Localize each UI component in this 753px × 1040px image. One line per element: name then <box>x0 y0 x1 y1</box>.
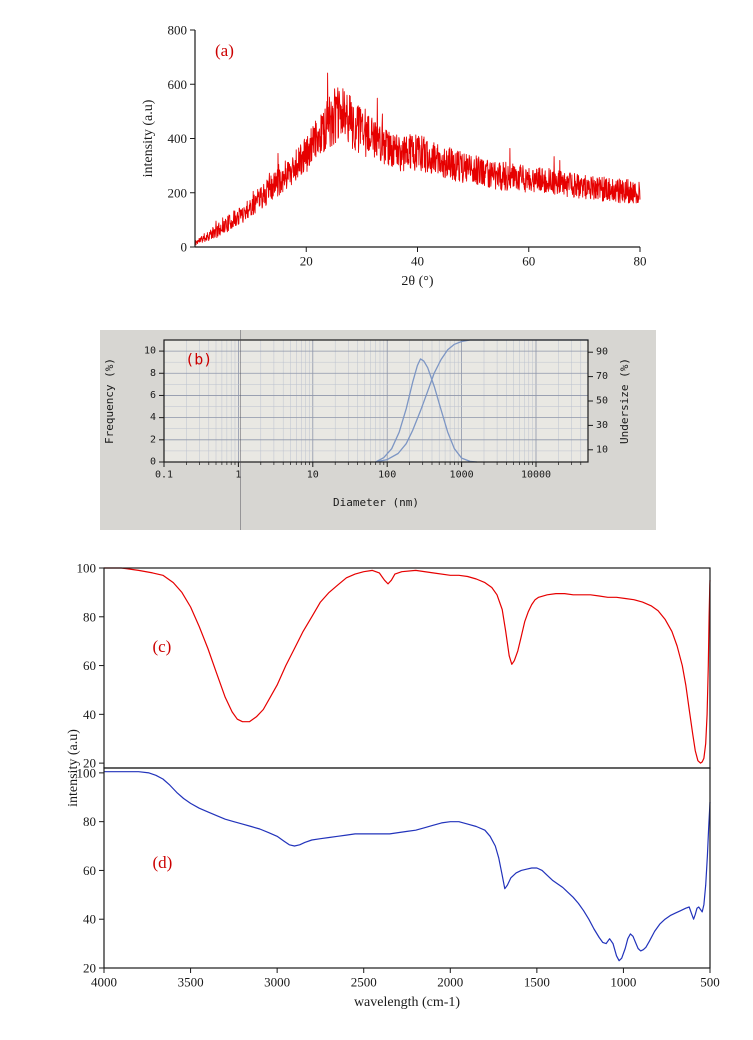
svg-text:1: 1 <box>235 469 241 480</box>
svg-text:10000: 10000 <box>521 469 551 480</box>
svg-text:4: 4 <box>150 412 156 423</box>
svg-text:2: 2 <box>150 434 156 445</box>
svg-text:0.1: 0.1 <box>155 469 173 480</box>
svg-text:40: 40 <box>83 912 96 927</box>
svg-text:3500: 3500 <box>178 975 204 990</box>
ftir-blue-panel: 4000 3500 3000 2500 2000 1500 1000 500 20 40 60 80 1… <box>58 765 730 1022</box>
svg-text:400: 400 <box>168 131 188 146</box>
xrd-panel: 20 40 60 80 0 200 400 600 800 2θ (°) intensity (a.… <box>135 12 655 308</box>
svg-text:70: 70 <box>596 371 608 382</box>
svg-text:10: 10 <box>144 346 156 357</box>
svg-text:2000: 2000 <box>437 975 463 990</box>
svg-text:Diameter (nm): Diameter (nm) <box>333 496 419 509</box>
svg-text:80: 80 <box>634 254 647 269</box>
svg-text:60: 60 <box>522 254 535 269</box>
ftir-red-chart: 20 40 60 80 100 (c) <box>77 561 711 771</box>
svg-text:(c): (c) <box>152 637 171 656</box>
svg-text:2500: 2500 <box>351 975 377 990</box>
svg-text:10: 10 <box>307 469 319 480</box>
svg-text:1500: 1500 <box>524 975 550 990</box>
svg-text:60: 60 <box>83 863 96 878</box>
svg-text:(d): (d) <box>152 853 172 872</box>
svg-text:20: 20 <box>83 756 96 771</box>
svg-text:Frequency (%): Frequency (%) <box>103 358 116 444</box>
svg-text:1000: 1000 <box>450 469 474 480</box>
svg-text:Undersize (%): Undersize (%) <box>618 358 631 444</box>
svg-text:60: 60 <box>83 658 96 673</box>
svg-text:wavelength (cm-1): wavelength (cm-1) <box>354 995 460 1010</box>
svg-text:6: 6 <box>150 390 156 401</box>
ftir-blue-chart: 4000 3500 3000 2500 2000 1500 1000 500 20 40 60 80 1… <box>77 765 720 1010</box>
svg-text:10: 10 <box>596 444 608 455</box>
svg-text:(a): (a) <box>215 41 234 60</box>
svg-text:1000: 1000 <box>610 975 636 990</box>
svg-text:90: 90 <box>596 347 608 358</box>
svg-text:100: 100 <box>77 561 97 576</box>
svg-text:50: 50 <box>596 396 608 407</box>
scan-fold-line <box>240 330 241 530</box>
svg-text:600: 600 <box>168 77 188 92</box>
svg-text:0: 0 <box>181 240 188 255</box>
svg-text:40: 40 <box>411 254 424 269</box>
svg-text:100: 100 <box>77 765 97 780</box>
svg-text:200: 200 <box>168 185 188 200</box>
svg-text:3000: 3000 <box>264 975 290 990</box>
svg-text:80: 80 <box>83 609 96 624</box>
svg-text:30: 30 <box>596 420 608 431</box>
svg-text:20: 20 <box>300 254 313 269</box>
cd-y-axis-label: intensity (a.u) <box>66 729 81 807</box>
svg-text:100: 100 <box>378 469 396 480</box>
ftir-red-panel: 20 40 60 80 100 (c) <box>58 560 730 771</box>
particle-size-panel: 0.1 1 10 100 1000 10000 0 2 4 6 8 10 10 30 50 70 90 Diame… <box>100 330 656 530</box>
svg-text:40: 40 <box>83 707 96 722</box>
svg-text:(b): (b) <box>185 350 212 368</box>
svg-text:2θ (°): 2θ (°) <box>401 274 433 289</box>
svg-text:800: 800 <box>168 23 188 38</box>
svg-text:500: 500 <box>700 975 720 990</box>
svg-text:intensity (a.u): intensity (a.u) <box>141 99 156 177</box>
svg-text:0: 0 <box>150 457 156 468</box>
svg-text:8: 8 <box>150 368 156 379</box>
svg-text:20: 20 <box>83 961 96 976</box>
svg-text:4000: 4000 <box>91 975 117 990</box>
particle-size-chart: 0.1 1 10 100 1000 10000 0 2 4 6 8 10 10 30 50 70 90 Diame… <box>103 339 631 509</box>
svg-text:80: 80 <box>83 814 96 829</box>
